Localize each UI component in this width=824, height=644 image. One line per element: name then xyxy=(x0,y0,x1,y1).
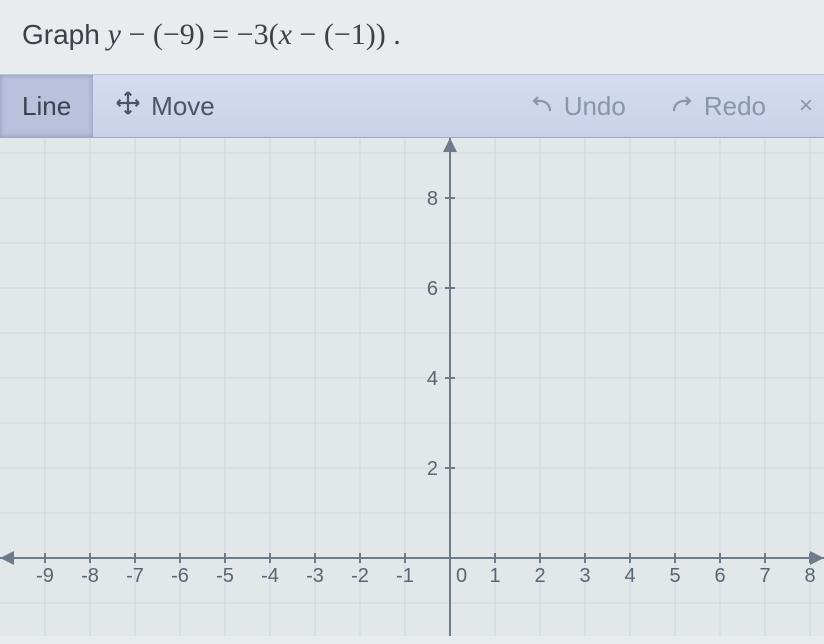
redo-button[interactable]: Redo xyxy=(648,75,788,137)
line-tool-label: Line xyxy=(22,91,71,122)
svg-text:-6: -6 xyxy=(171,565,189,587)
move-tool-button[interactable]: Move xyxy=(93,75,237,137)
svg-text:5: 5 xyxy=(669,565,680,587)
graph-toolbar: Line Move Undo Redo × xyxy=(0,74,824,138)
svg-text:-9: -9 xyxy=(36,565,54,587)
question-text: Graph y − (−9) = −3(x − (−1)) . xyxy=(0,0,824,74)
svg-text:2: 2 xyxy=(427,458,438,480)
graph-canvas[interactable]: -9 -8 -7 -6 -5 -4 -3 -2 -1 01 2 3 4 5 6 7 8 2 4 6 8 xyxy=(0,138,824,636)
svg-text:-7: -7 xyxy=(126,565,144,587)
move-icon xyxy=(115,90,141,123)
undo-icon xyxy=(530,91,554,122)
svg-text:6: 6 xyxy=(427,278,438,300)
svg-text:-1: -1 xyxy=(396,565,414,587)
redo-icon xyxy=(670,91,694,122)
line-tool-button[interactable]: Line xyxy=(0,75,93,137)
svg-text:8: 8 xyxy=(427,188,438,210)
svg-text:7: 7 xyxy=(759,565,770,587)
svg-text:1: 1 xyxy=(489,565,500,587)
undo-label: Undo xyxy=(564,91,626,122)
svg-text:4: 4 xyxy=(427,368,438,390)
svg-text:-8: -8 xyxy=(81,565,99,587)
svg-text:-5: -5 xyxy=(216,565,234,587)
svg-text:6: 6 xyxy=(714,565,725,587)
svg-text:3: 3 xyxy=(579,565,590,587)
question-prefix: Graph xyxy=(22,19,108,50)
svg-text:8: 8 xyxy=(804,565,815,587)
toolbar-spacer xyxy=(237,75,508,137)
svg-text:-4: -4 xyxy=(261,565,279,587)
svg-text:2: 2 xyxy=(534,565,545,587)
graph-grid: -9 -8 -7 -6 -5 -4 -3 -2 -1 01 2 3 4 5 6 7 8 2 4 6 8 xyxy=(0,138,824,636)
close-icon[interactable]: × xyxy=(788,75,824,137)
svg-text:0: 0 xyxy=(456,565,467,587)
svg-text:-3: -3 xyxy=(306,565,324,587)
undo-button[interactable]: Undo xyxy=(508,75,648,137)
move-tool-label: Move xyxy=(151,91,215,122)
redo-label: Redo xyxy=(704,91,766,122)
svg-text:4: 4 xyxy=(624,565,635,587)
equation: y − (−9) = −3(x − (−1)) . xyxy=(108,18,401,51)
svg-text:-2: -2 xyxy=(351,565,369,587)
